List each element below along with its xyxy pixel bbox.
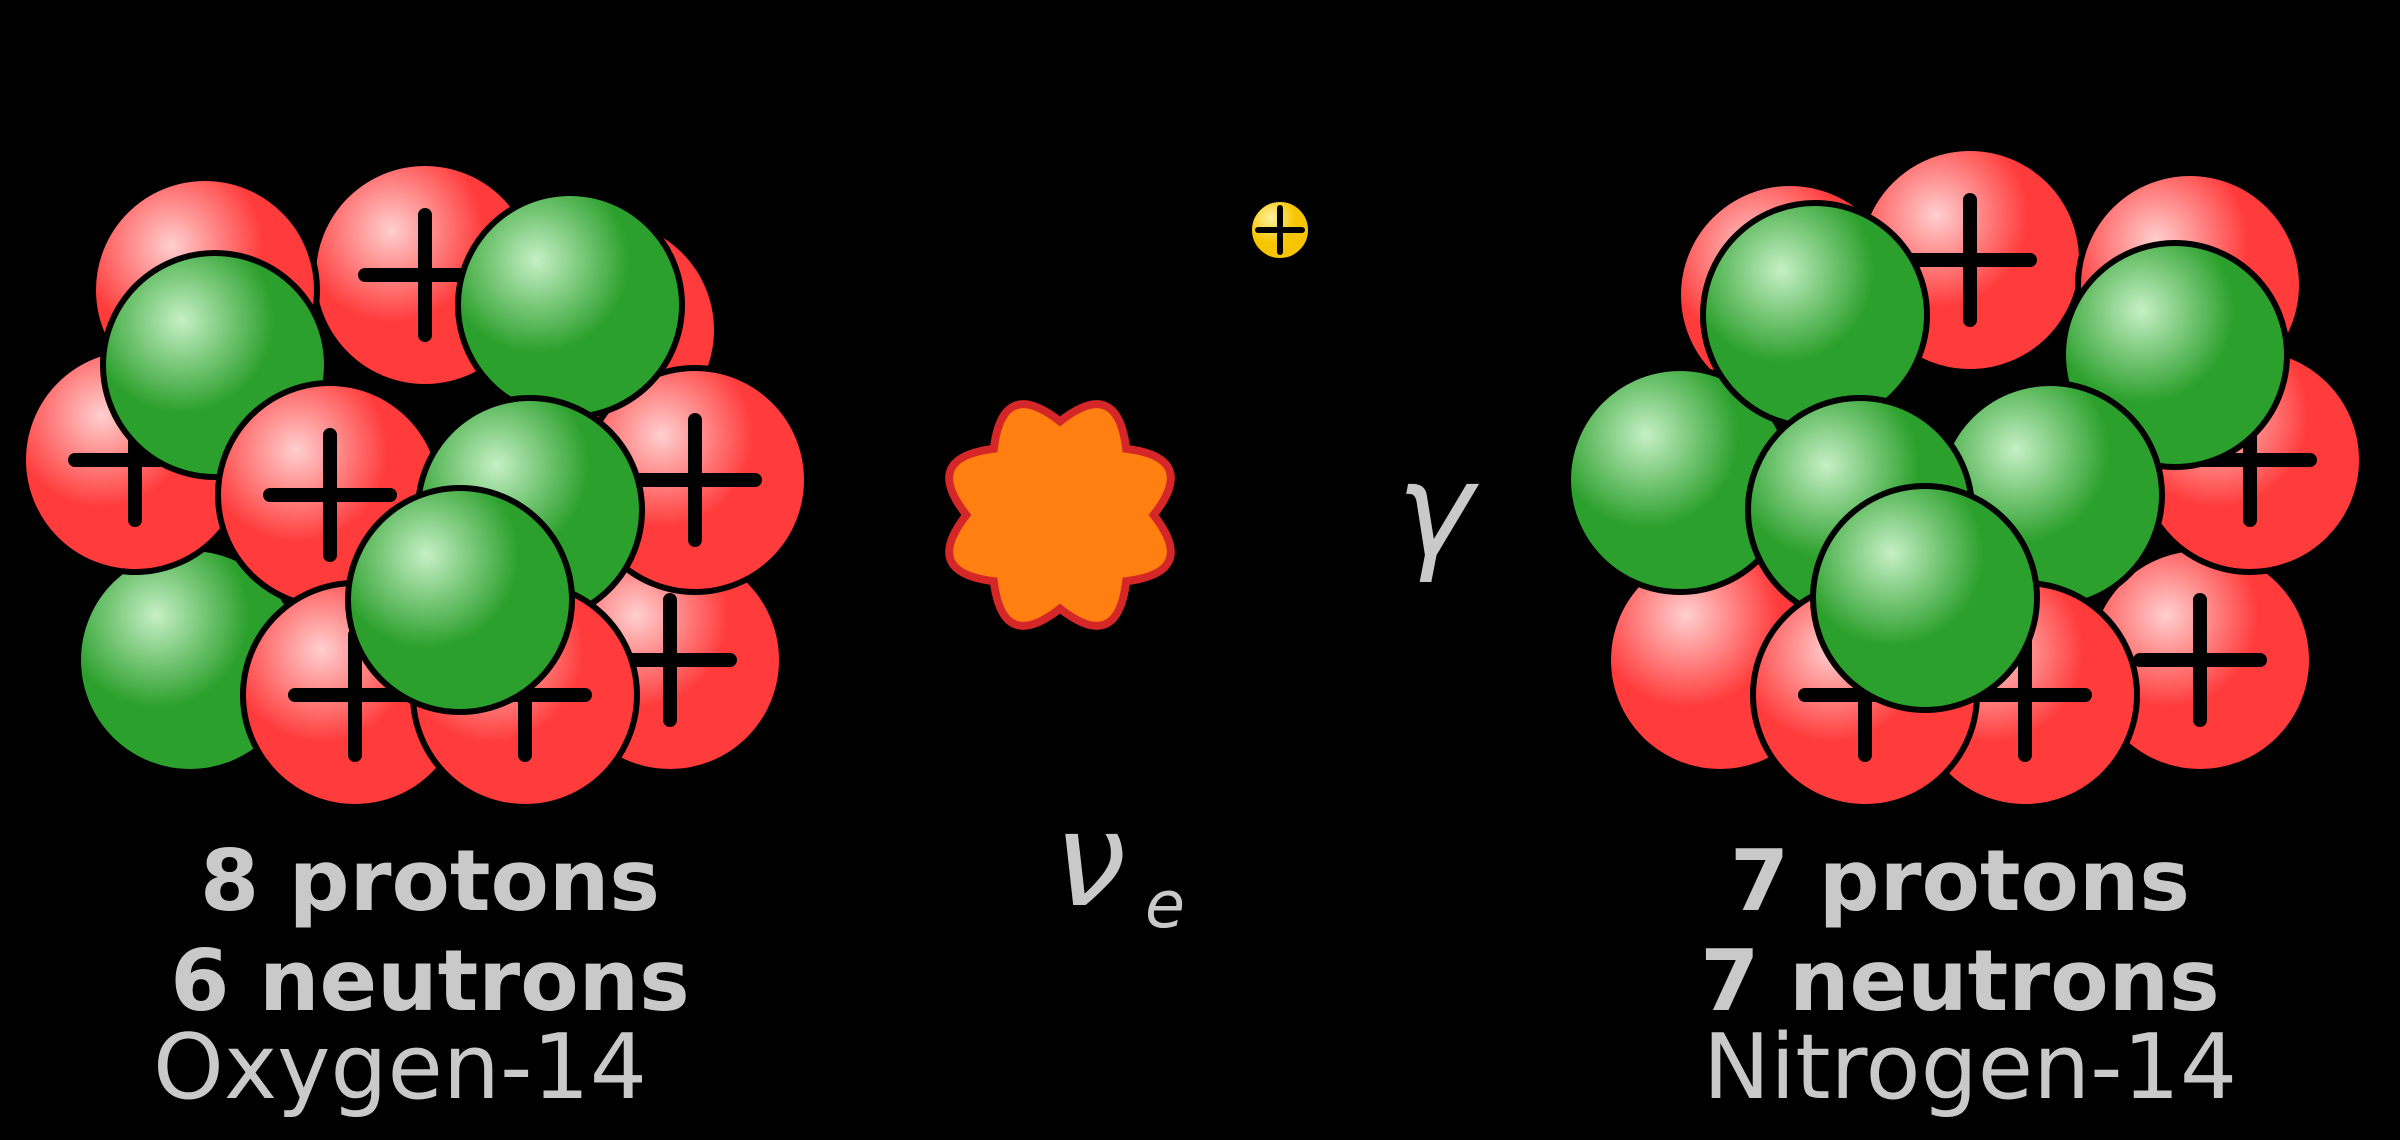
positron-particle (1250, 200, 1310, 260)
neutron-particle (348, 488, 572, 712)
left-protons-label: 8 protons (200, 832, 660, 931)
neutron-particle (1703, 203, 1927, 427)
neutron-particle (458, 193, 682, 417)
left-nucleus (23, 163, 807, 807)
right-element-name: Nitrogen-14 (1703, 1015, 2237, 1120)
svg-text:ν: ν (1054, 784, 1127, 936)
right-protons-label: 7 protons (1730, 832, 2190, 931)
svg-text:e: e (1145, 868, 1185, 943)
neutron-particle (1813, 486, 2037, 710)
gamma-label: γ (1397, 434, 1480, 586)
left-element-name: Oxygen-14 (153, 1015, 647, 1120)
right-nucleus (1568, 148, 2362, 807)
